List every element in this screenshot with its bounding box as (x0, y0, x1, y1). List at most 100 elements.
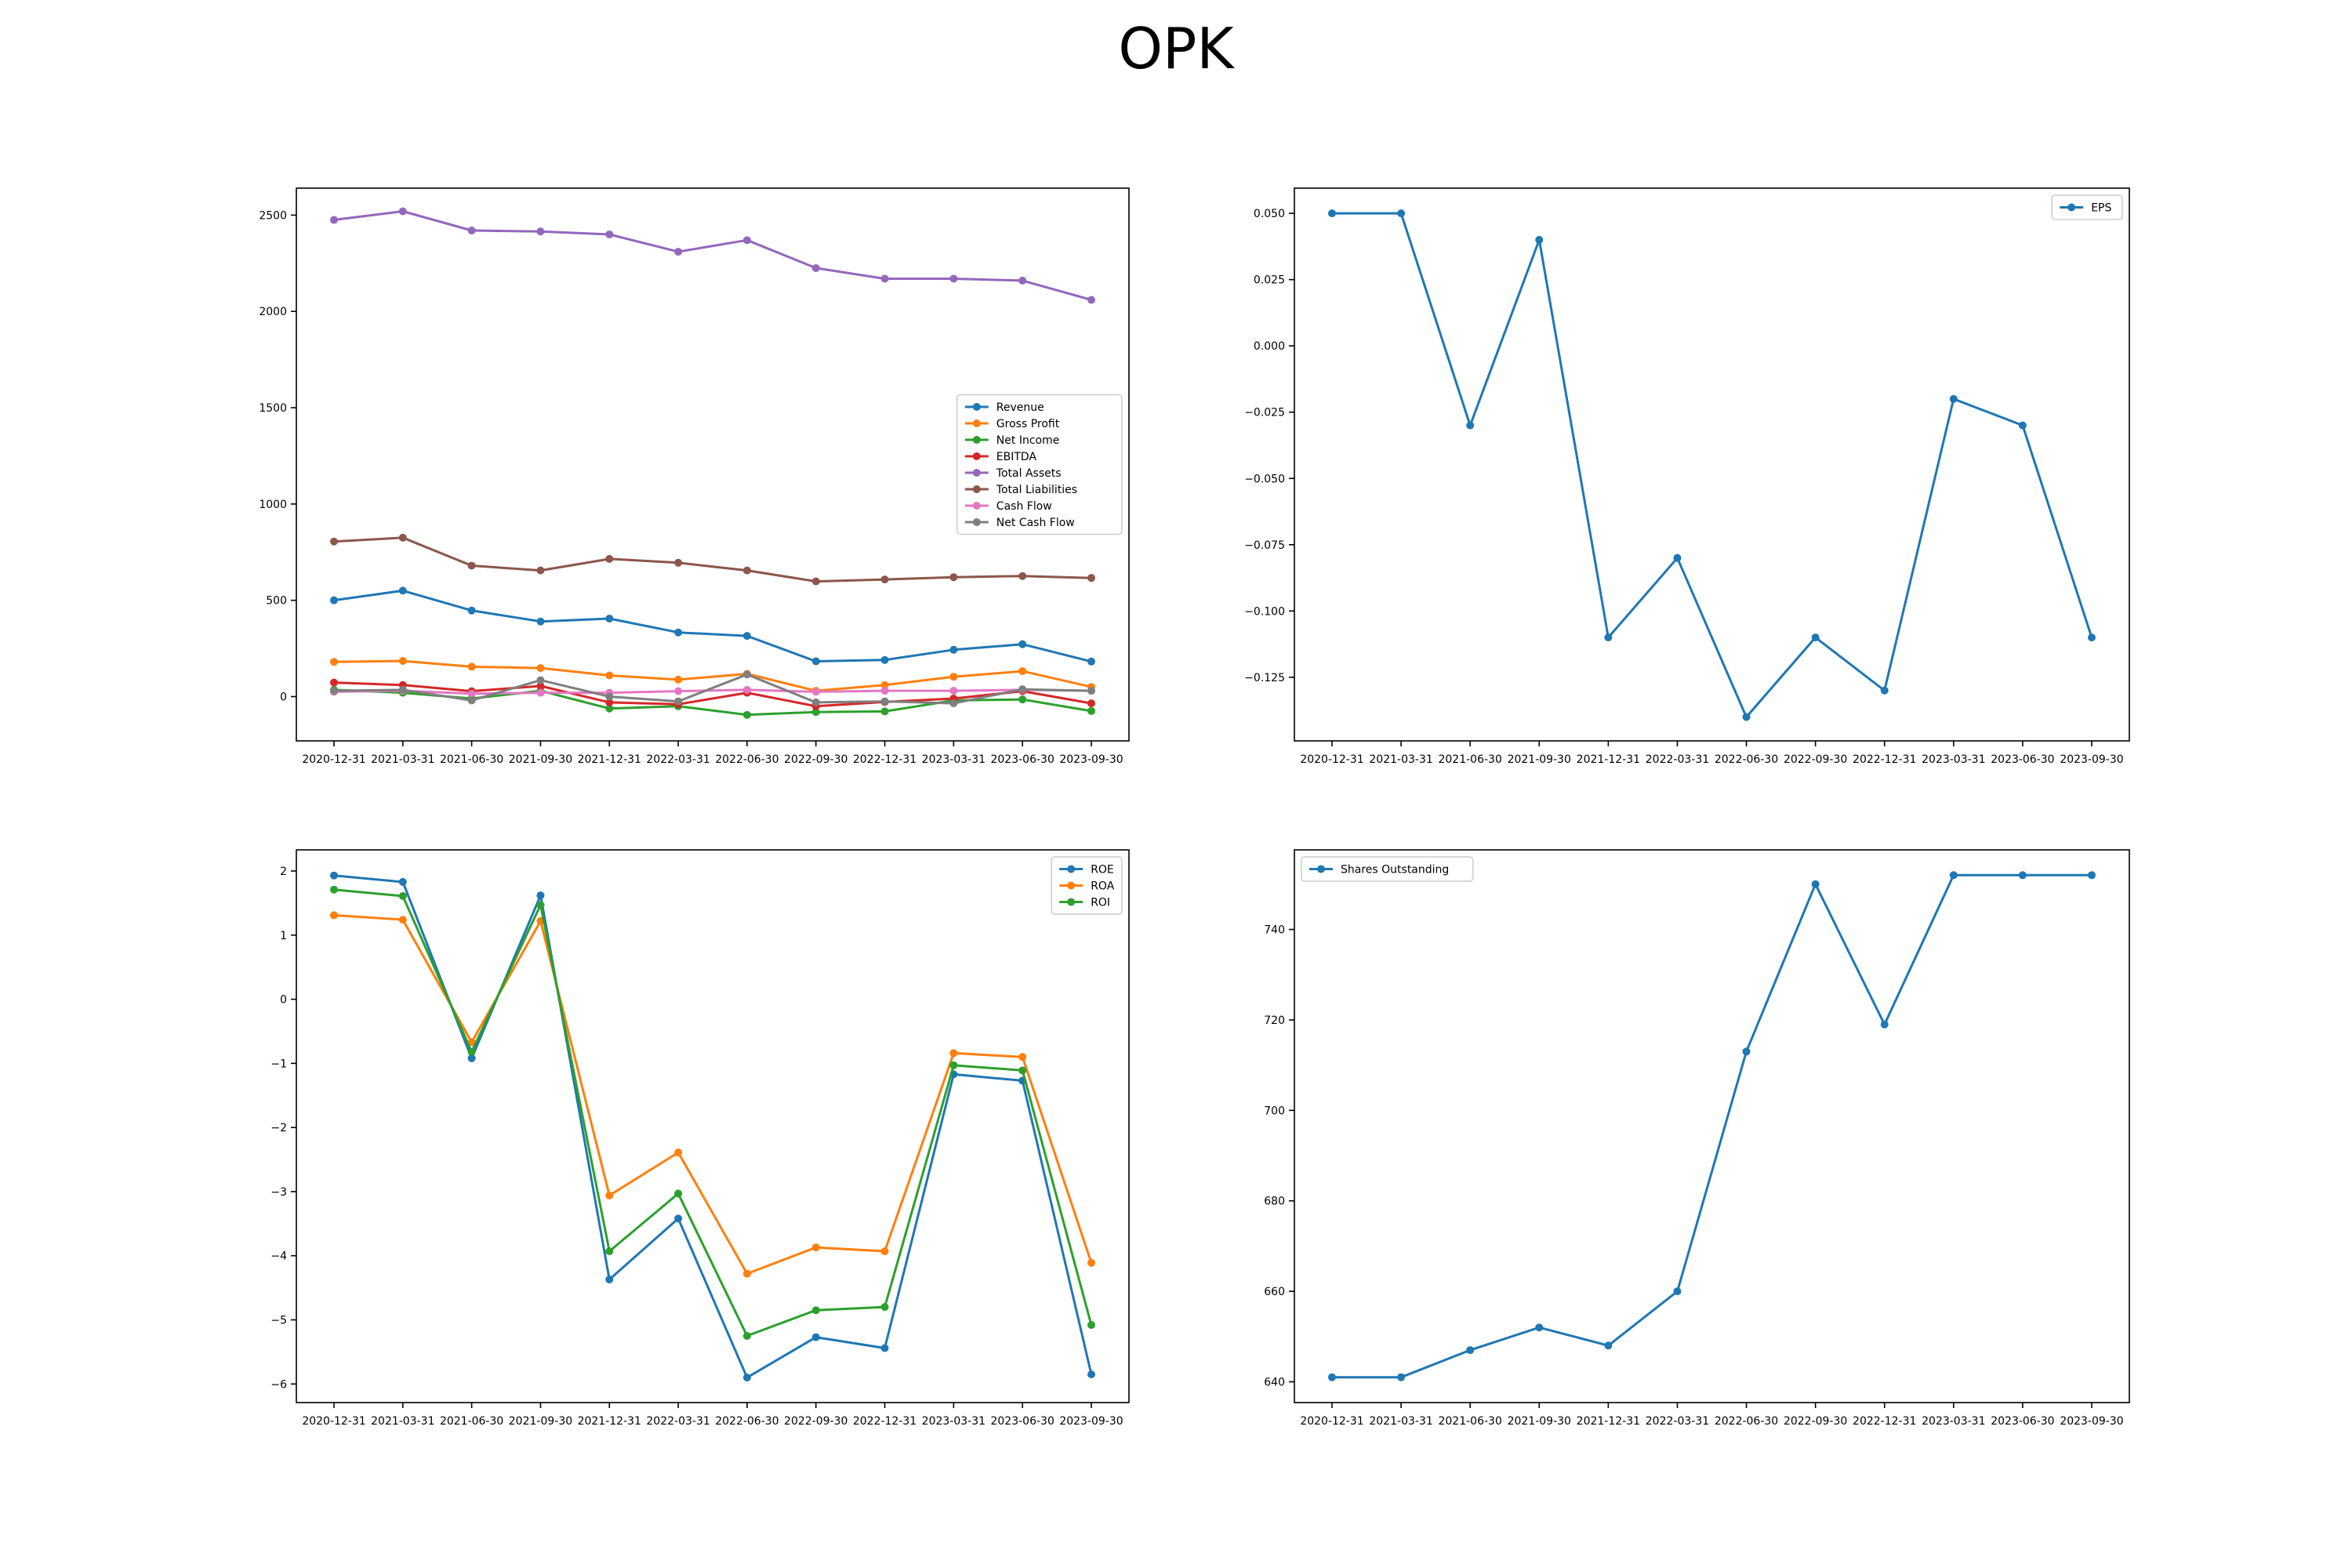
x-tick-label: 2022-03-31 (646, 1415, 710, 1428)
x-tick-label: 2021-06-30 (1438, 1415, 1501, 1428)
y-tick-label: −0.075 (1244, 539, 1285, 552)
data-point-roe (881, 1344, 889, 1352)
data-point-roe (743, 1374, 751, 1381)
x-tick-label: 2021-06-30 (440, 1415, 503, 1428)
data-point-shares-outstanding (1673, 1287, 1681, 1295)
data-point-eps (1604, 633, 1612, 641)
x-tick-label: 2022-12-31 (853, 753, 916, 766)
data-point-revenue (605, 615, 613, 622)
x-tick-label: 2020-12-31 (302, 1415, 365, 1428)
data-point-roi (743, 1332, 751, 1340)
x-tick-label: 2022-09-30 (784, 753, 848, 766)
series-line-roe (334, 876, 1091, 1377)
data-point-shares-outstanding (1535, 1323, 1543, 1331)
x-tick-label: 2021-12-31 (1577, 1415, 1640, 1428)
data-point-total-liabilities (949, 573, 957, 581)
data-point-shares-outstanding (2088, 871, 2096, 879)
y-tick-label: 1 (280, 930, 287, 942)
data-point-cash-flow (743, 686, 751, 694)
data-point-net-cash-flow (949, 699, 957, 707)
data-point-roe (605, 1276, 613, 1283)
y-tick-label: −4 (270, 1250, 287, 1263)
y-tick-label: 2000 (259, 306, 287, 318)
x-tick-label: 2022-03-31 (646, 753, 710, 766)
data-point-eps (1812, 633, 1820, 641)
data-point-roi (605, 1247, 613, 1255)
y-tick-label: 700 (1264, 1105, 1285, 1117)
data-point-total-assets (468, 227, 476, 234)
data-point-total-liabilities (330, 538, 338, 546)
data-point-revenue (743, 632, 751, 640)
data-point-total-assets (743, 236, 751, 244)
data-point-roe (812, 1334, 820, 1341)
legend-marker (973, 452, 981, 460)
data-point-total-assets (1087, 296, 1095, 303)
data-point-roe (536, 891, 544, 899)
data-point-shares-outstanding (2019, 871, 2027, 879)
data-point-gross-profit (399, 657, 407, 665)
data-point-shares-outstanding (1604, 1341, 1612, 1349)
y-tick-label: −1 (270, 1058, 287, 1070)
data-point-roa (743, 1270, 751, 1278)
data-point-roi (1087, 1321, 1095, 1329)
x-tick-label: 2023-06-30 (990, 753, 1054, 766)
data-point-roa (674, 1149, 682, 1156)
x-tick-label: 2023-09-30 (2060, 1415, 2123, 1428)
legend-marker (973, 436, 981, 444)
data-point-net-income (881, 707, 889, 715)
legend-label: Shares Outstanding (1341, 864, 1449, 877)
legend-box (957, 395, 1122, 535)
chart-eps: 2020-12-31 2021-03-31 2021-06-30 2021-09-30… (1244, 188, 2129, 766)
y-tick-label: 740 (1264, 924, 1285, 937)
data-point-gross-profit (330, 658, 338, 666)
series-line-shares-outstanding (1332, 875, 2092, 1377)
legend-marker (1067, 898, 1075, 906)
data-point-total-liabilities (605, 555, 613, 563)
data-point-revenue (812, 658, 820, 666)
x-tick-label: 2021-09-30 (509, 1415, 572, 1428)
legend-marker (973, 485, 981, 493)
x-tick-label: 2021-09-30 (1508, 753, 1571, 766)
data-point-eps (1328, 209, 1336, 217)
chart-shares-outstanding: 2020-12-31 2021-03-31 2021-06-30 2021-09-30… (1264, 850, 2129, 1428)
data-point-roa (605, 1192, 613, 1200)
data-point-gross-profit (674, 676, 682, 684)
x-tick-label: 2021-12-31 (578, 1415, 641, 1428)
data-point-roa (1018, 1053, 1026, 1061)
legend-label: ROE (1091, 864, 1114, 877)
x-tick-label: 2023-09-30 (2060, 753, 2123, 766)
data-point-total-liabilities (881, 575, 889, 583)
y-tick-label: 2 (280, 866, 287, 878)
y-tick-label: −0.050 (1244, 473, 1285, 485)
y-tick-label: −3 (270, 1186, 287, 1199)
data-point-roe (1087, 1370, 1095, 1378)
data-point-roa (399, 916, 407, 924)
series-line-eps (1332, 213, 2092, 717)
x-tick-label: 2021-09-30 (509, 753, 572, 766)
data-point-total-assets (949, 274, 957, 282)
data-point-cash-flow (812, 688, 820, 695)
data-point-total-liabilities (743, 567, 751, 575)
legend-label: Cash Flow (996, 500, 1052, 513)
y-tick-label: −0.025 (1244, 407, 1285, 419)
x-tick-label: 2022-09-30 (1784, 753, 1847, 766)
series-line-ebitda (334, 683, 1091, 706)
data-point-revenue (881, 656, 889, 664)
x-tick-label: 2022-03-31 (1646, 753, 1709, 766)
legend-label: EBITDA (996, 451, 1037, 463)
data-point-roe (399, 878, 407, 886)
data-point-total-assets (536, 227, 544, 235)
data-point-total-liabilities (536, 567, 544, 575)
data-point-shares-outstanding (1881, 1021, 1889, 1029)
chart-returns: 2020-12-31 2021-03-31 2021-06-30 2021-09-30… (270, 850, 1129, 1428)
series-line-roi (334, 890, 1091, 1336)
plot-frame (1294, 850, 2129, 1403)
legend: RevenueGross ProfitNet IncomeEBITDATotal… (957, 395, 1122, 535)
data-point-revenue (949, 646, 957, 654)
legend: EPS (2052, 195, 2122, 220)
legend-marker (973, 403, 981, 411)
x-tick-label: 2021-06-30 (1438, 753, 1501, 766)
x-tick-label: 2023-03-31 (1922, 753, 1985, 766)
legend-marker (2067, 204, 2075, 212)
x-tick-label: 2023-09-30 (1059, 1415, 1123, 1428)
